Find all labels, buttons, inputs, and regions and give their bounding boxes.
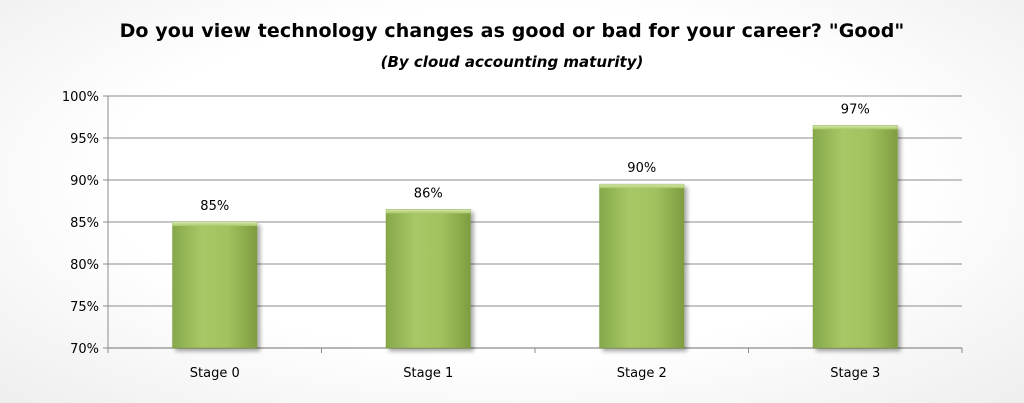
chart-title: Do you view technology changes as good o… xyxy=(119,20,905,42)
bar xyxy=(385,209,471,349)
bar-top-highlight xyxy=(813,125,898,130)
x-tick-label: Stage 3 xyxy=(830,366,880,381)
y-tick-label: 95% xyxy=(70,132,99,147)
y-tick-label: 75% xyxy=(70,300,99,315)
data-label: 90% xyxy=(627,161,656,176)
bar-stage-0 xyxy=(172,221,258,349)
y-tick-label: 80% xyxy=(70,258,99,273)
bar-top-highlight xyxy=(172,222,257,226)
x-tick-label: Stage 1 xyxy=(403,366,453,381)
bar-top-highlight xyxy=(386,209,471,214)
y-tick-label: 90% xyxy=(70,174,99,189)
bar-top-highlight xyxy=(599,184,684,189)
y-tick-label: 70% xyxy=(70,342,99,357)
bar xyxy=(172,221,258,349)
bar xyxy=(812,125,898,349)
y-tick-label: 100% xyxy=(62,90,99,105)
y-tick-label: 85% xyxy=(70,216,99,231)
bar-stage-1 xyxy=(385,209,471,349)
x-tick-label: Stage 2 xyxy=(617,366,667,381)
x-tick-label: Stage 0 xyxy=(190,366,240,381)
data-label: 85% xyxy=(200,199,229,214)
bar xyxy=(599,183,685,349)
data-label: 86% xyxy=(414,186,443,201)
chart-subtitle: (By cloud accounting maturity) xyxy=(380,53,644,71)
bar-stage-3 xyxy=(812,125,898,349)
bar-stage-2 xyxy=(599,183,685,349)
data-label: 97% xyxy=(841,102,870,117)
